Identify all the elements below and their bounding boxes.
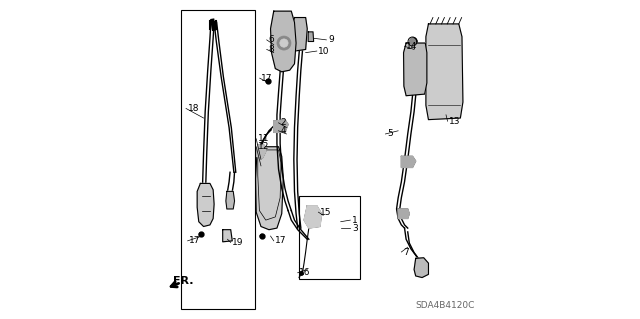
Text: 8: 8 (268, 45, 274, 54)
Polygon shape (404, 43, 427, 96)
Text: 16: 16 (300, 268, 311, 277)
Bar (300, 196, 360, 279)
Polygon shape (398, 209, 410, 219)
Polygon shape (401, 156, 416, 167)
Circle shape (280, 39, 288, 47)
Text: 3: 3 (352, 224, 358, 233)
Text: 17: 17 (275, 236, 287, 245)
Text: 12: 12 (258, 142, 269, 151)
Circle shape (277, 36, 291, 50)
Text: 14: 14 (406, 42, 417, 51)
Polygon shape (271, 11, 296, 72)
Text: 7: 7 (403, 248, 409, 256)
Polygon shape (223, 230, 232, 242)
Polygon shape (274, 120, 288, 132)
Polygon shape (304, 206, 321, 228)
Polygon shape (226, 191, 234, 209)
Text: 6: 6 (268, 35, 274, 44)
Circle shape (410, 39, 415, 44)
Polygon shape (255, 147, 284, 230)
Text: 9: 9 (328, 35, 333, 44)
Text: FR.: FR. (173, 276, 193, 286)
Text: 17: 17 (261, 74, 273, 83)
Text: 13: 13 (449, 117, 461, 126)
Text: 4: 4 (280, 126, 285, 135)
Text: 1: 1 (352, 216, 358, 225)
Polygon shape (426, 24, 463, 120)
Polygon shape (197, 183, 214, 226)
Text: 19: 19 (232, 238, 244, 247)
Polygon shape (308, 32, 314, 41)
Text: 2: 2 (280, 118, 285, 127)
Polygon shape (293, 18, 307, 51)
Polygon shape (256, 145, 266, 158)
Text: 10: 10 (319, 47, 330, 56)
Text: 17: 17 (189, 236, 201, 245)
Text: 5: 5 (387, 130, 393, 138)
Text: 18: 18 (188, 104, 199, 113)
Text: SDA4B4120C: SDA4B4120C (415, 301, 475, 310)
Text: 11: 11 (258, 134, 269, 143)
Bar (181, 10, 255, 309)
Text: 15: 15 (320, 208, 332, 217)
Polygon shape (414, 258, 428, 278)
